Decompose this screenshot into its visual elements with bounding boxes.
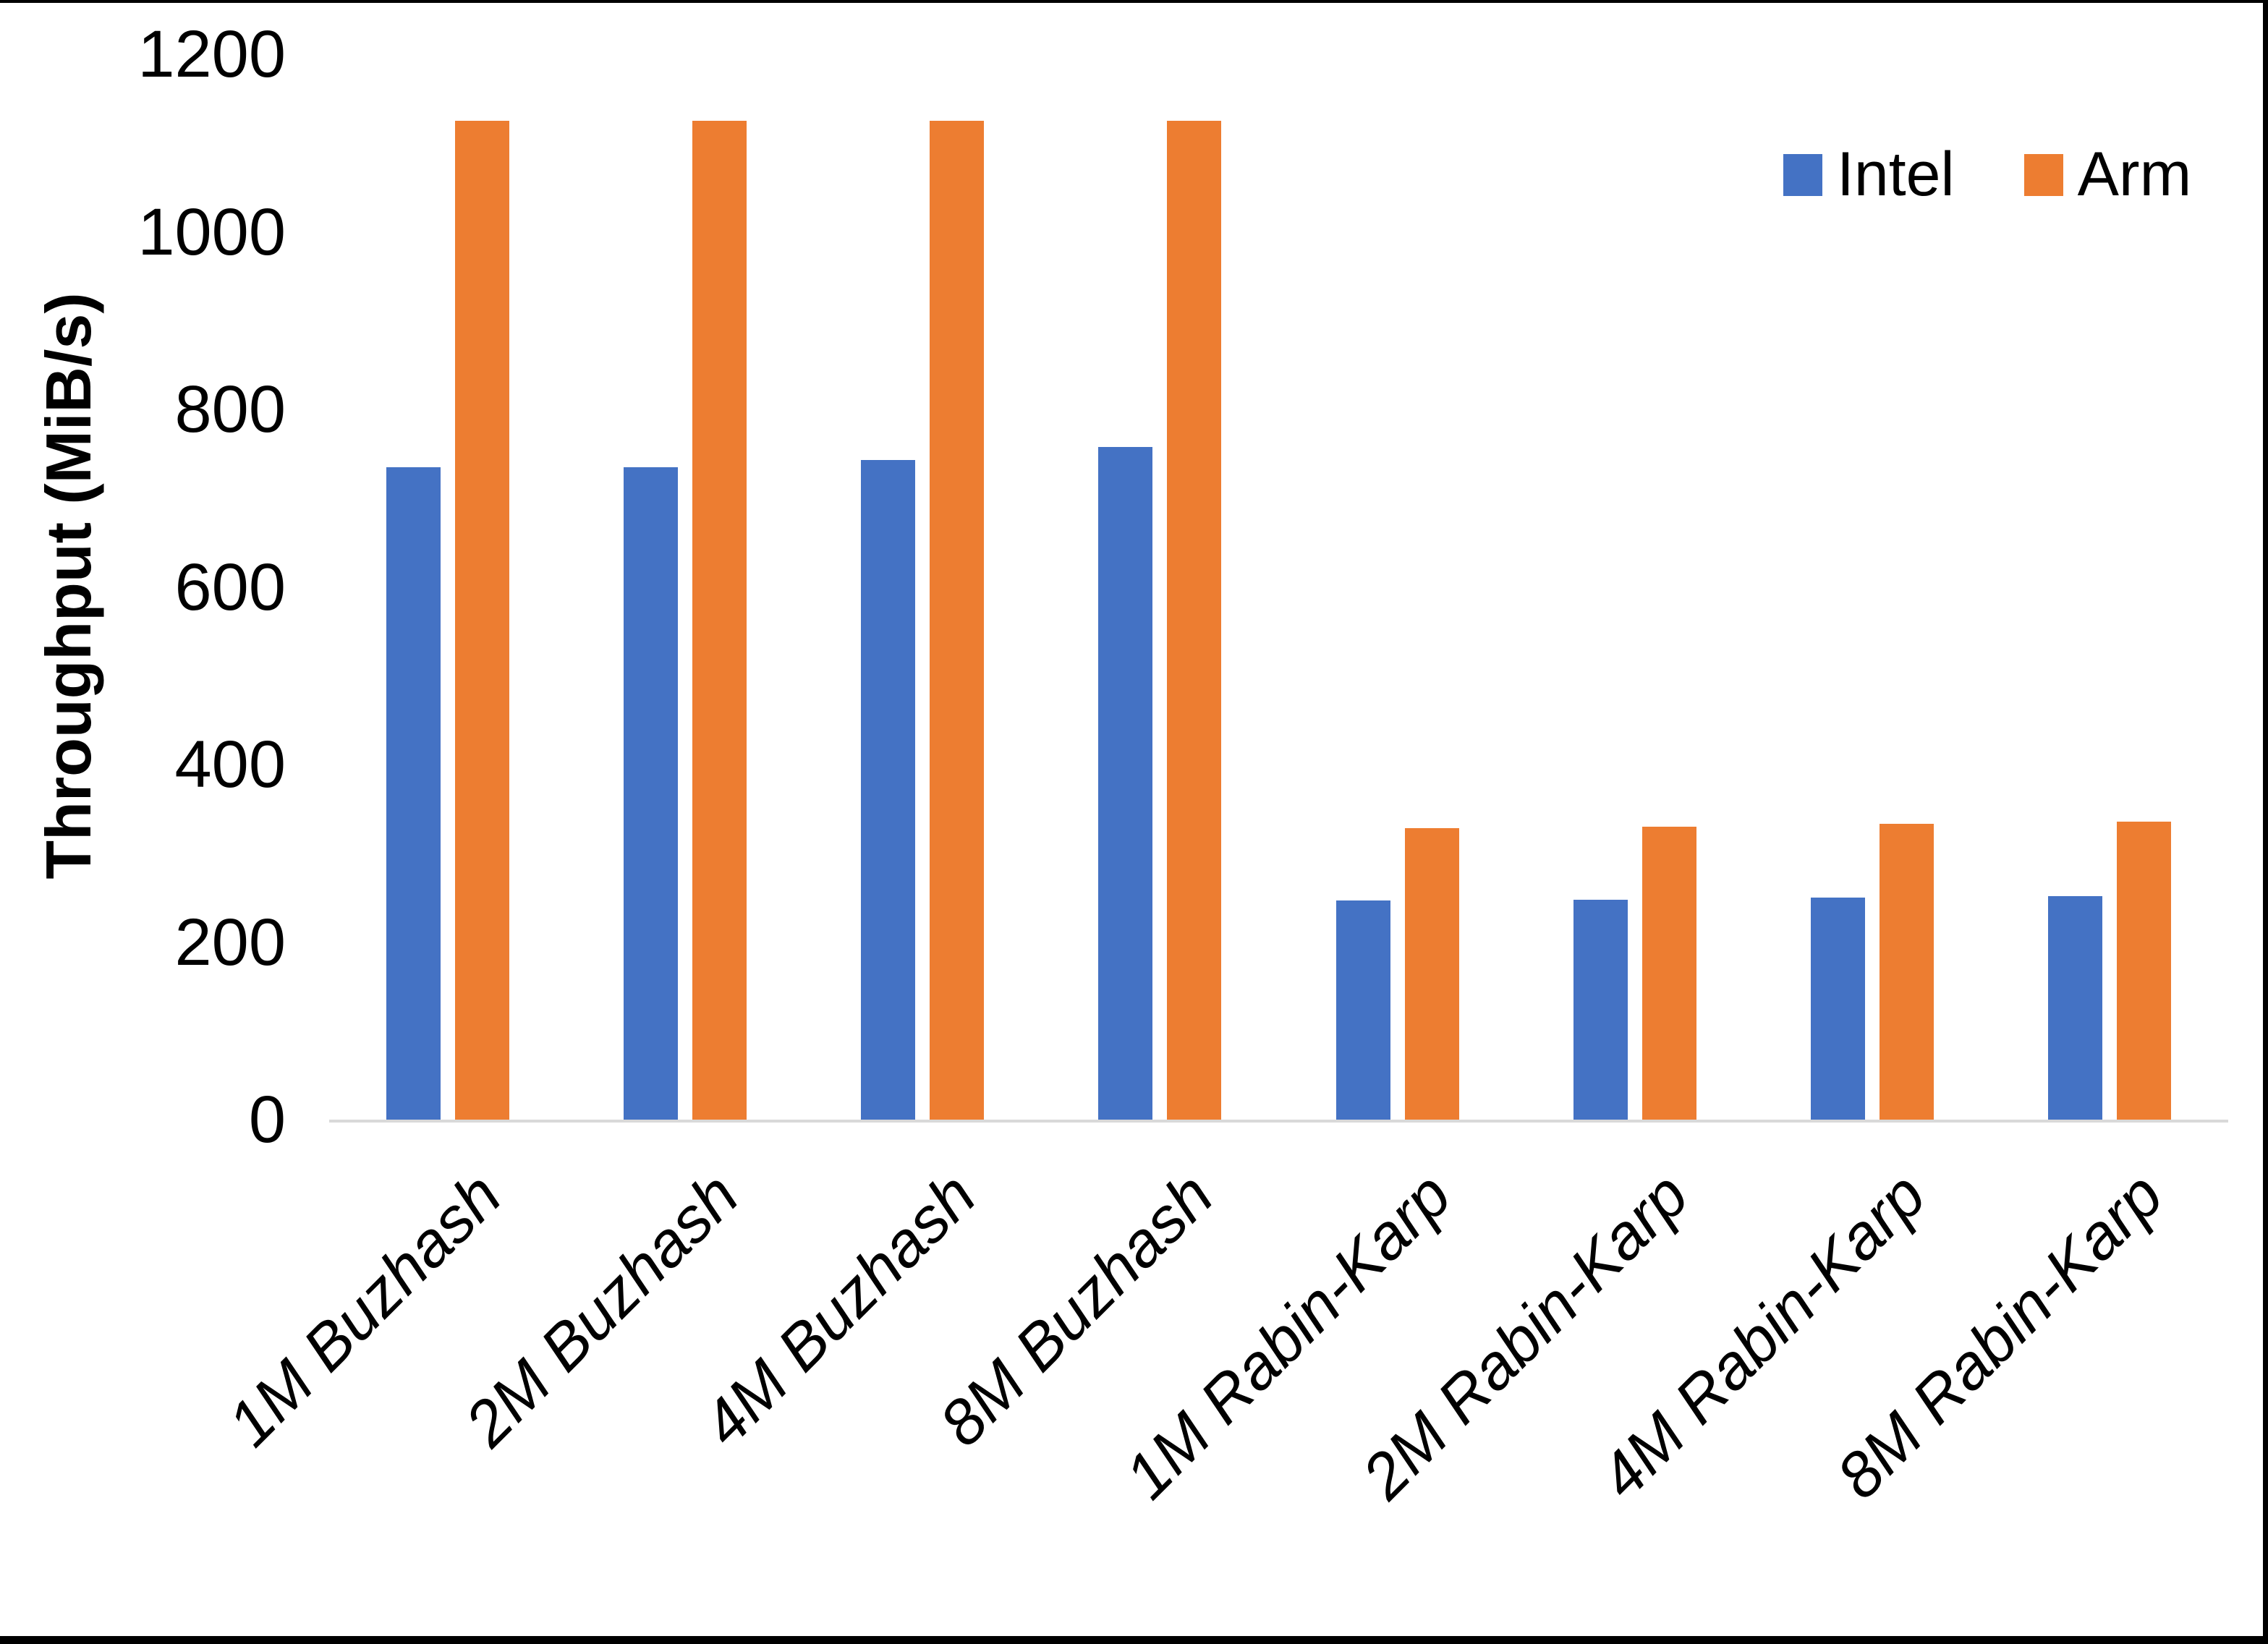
y-tick-400: 400 [174,728,286,801]
bar-intel-4m-rabin-karp [1810,898,1865,1120]
legend-item-intel: Intel [1783,139,1955,210]
y-tick-1200: 1200 [137,17,286,91]
x-axis-line [329,1120,2228,1123]
y-tick-200: 200 [174,905,286,979]
legend-item-arm: Arm [2023,139,2192,210]
bar-intel-8m-rabin-karp [2047,895,2102,1120]
arm-swatch-icon [2023,153,2063,196]
bar-arm-4m-rabin-karp [1879,824,1934,1120]
bar-arm-1m-rabin-karp [1404,828,1459,1120]
bottom-border [0,1636,2268,1644]
bar-arm-2m-buzhash [692,121,747,1120]
bar-arm-8m-buzhash [1167,121,1222,1120]
bar-intel-2m-rabin-karp [1573,899,1628,1120]
bar-intel-2m-buzhash [624,467,679,1120]
y-tick-800: 800 [174,372,286,446]
right-border [2263,0,2268,1644]
bar-intel-8m-buzhash [1098,446,1153,1120]
legend-label-intel: Intel [1837,140,1955,209]
bar-arm-4m-buzhash [930,121,985,1120]
bar-intel-1m-buzhash [386,467,441,1120]
bar-arm-1m-buzhash [455,121,510,1120]
bar-intel-1m-rabin-karp [1335,900,1390,1120]
y-tick-0: 0 [248,1083,286,1157]
legend: Intel Arm [1783,139,2191,210]
intel-swatch-icon [1783,153,1822,196]
top-border [0,0,2268,3]
bar-arm-2m-rabin-karp [1641,826,1696,1120]
y-tick-1000: 1000 [137,195,286,269]
bar-intel-4m-buzhash [861,459,916,1120]
legend-label-arm: Arm [2077,140,2192,209]
y-tick-600: 600 [174,550,286,624]
bar-arm-8m-rabin-karp [2116,821,2171,1120]
